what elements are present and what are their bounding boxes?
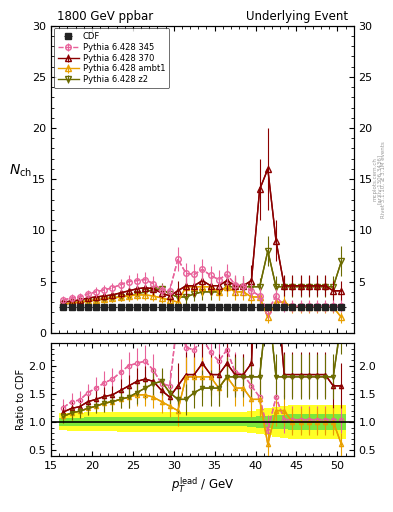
- Text: 1800 GeV ppbar: 1800 GeV ppbar: [57, 10, 153, 23]
- X-axis label: $p_T^\mathrm{lead}$ / GeV: $p_T^\mathrm{lead}$ / GeV: [171, 476, 234, 496]
- Text: Rivet 3.1.10, ≥ 3.1M events: Rivet 3.1.10, ≥ 3.1M events: [381, 141, 386, 218]
- Text: mcplots.cern.ch: mcplots.cern.ch: [373, 157, 378, 201]
- Y-axis label: Ratio to CDF: Ratio to CDF: [16, 369, 26, 430]
- Legend: CDF, Pythia 6.428 345, Pythia 6.428 370, Pythia 6.428 ambt1, Pythia 6.428 z2: CDF, Pythia 6.428 345, Pythia 6.428 370,…: [53, 28, 169, 88]
- Text: [arXiv:1306.3436]: [arXiv:1306.3436]: [377, 154, 382, 204]
- Text: Underlying Event: Underlying Event: [246, 10, 348, 23]
- Y-axis label: $N_\mathrm{ch}$: $N_\mathrm{ch}$: [9, 163, 33, 179]
